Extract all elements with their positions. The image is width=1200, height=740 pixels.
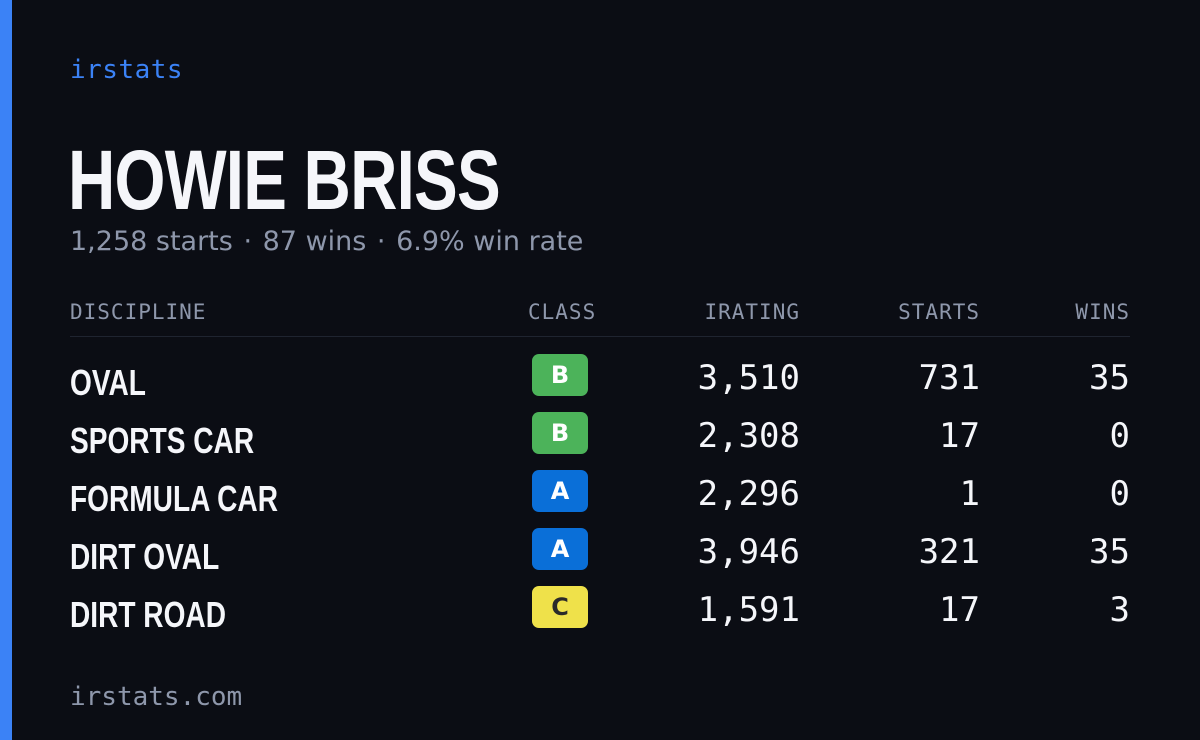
column-header-discipline: DISCIPLINE (70, 300, 207, 324)
discipline-label: SPORTS CAR (70, 420, 255, 461)
class-badge: B (532, 412, 588, 454)
column-header-starts: STARTS (898, 300, 980, 324)
summary-wins: 87 wins (262, 226, 367, 257)
table-row: DIRT ROAD C 1,591 17 3 (0, 586, 1200, 644)
table-row: FORMULA CAR A 2,296 1 0 (0, 470, 1200, 528)
class-badge: B (532, 354, 588, 396)
irating-value: 3,510 (697, 358, 800, 398)
class-badge: A (532, 528, 588, 570)
table-row: SPORTS CAR B 2,308 17 0 (0, 412, 1200, 470)
footer-url: irstats.com (70, 682, 243, 712)
starts-value: 17 (939, 416, 980, 456)
summary-separator: · (376, 226, 386, 257)
starts-value: 1 (959, 474, 980, 514)
irating-value: 2,296 (697, 474, 800, 514)
summary-starts: 1,258 starts (70, 226, 233, 257)
wins-value: 35 (1089, 358, 1130, 398)
irating-value: 1,591 (697, 590, 800, 630)
column-header-irating: IRATING (704, 300, 800, 324)
wins-value: 3 (1109, 590, 1130, 630)
starts-value: 17 (939, 590, 980, 630)
driver-name: HOWIE BRISS (68, 133, 501, 227)
irating-value: 3,946 (697, 532, 800, 572)
class-badge: A (532, 470, 588, 512)
discipline-label: DIRT ROAD (70, 594, 226, 635)
discipline-label: FORMULA CAR (70, 478, 278, 519)
wins-value: 35 (1089, 532, 1130, 572)
table-row: OVAL B 3,510 731 35 (0, 354, 1200, 412)
summary-separator: · (243, 226, 253, 257)
wins-value: 0 (1109, 416, 1130, 456)
starts-value: 731 (918, 358, 980, 398)
starts-value: 321 (918, 532, 980, 572)
driver-summary: 1,258 starts · 87 wins · 6.9% win rate (70, 226, 583, 257)
accent-bar (0, 0, 12, 740)
irating-value: 2,308 (697, 416, 800, 456)
brand-logo: irstats (70, 55, 184, 85)
column-header-wins: WINS (1075, 300, 1130, 324)
summary-win-rate: 6.9% win rate (396, 226, 584, 257)
column-header-class: CLASS (528, 300, 597, 324)
header-divider (70, 336, 1130, 337)
discipline-label: DIRT OVAL (70, 536, 220, 577)
wins-value: 0 (1109, 474, 1130, 514)
class-badge: C (532, 586, 588, 628)
discipline-label: OVAL (70, 362, 146, 403)
table-row: DIRT OVAL A 3,946 321 35 (0, 528, 1200, 586)
